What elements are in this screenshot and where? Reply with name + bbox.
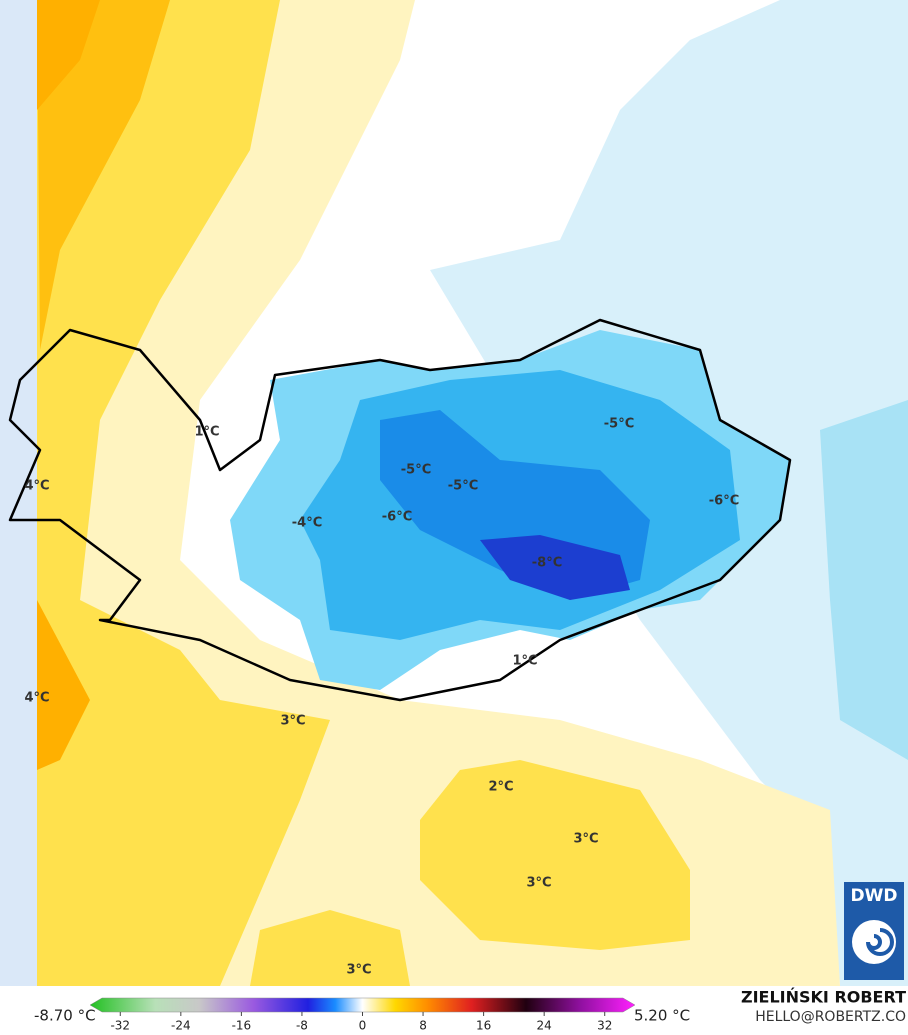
tick-label: 16 [476, 1019, 491, 1033]
logo: DWD [844, 882, 904, 980]
cold-sea-deep [820, 400, 908, 760]
logo-mark [852, 920, 896, 964]
temperature-label: 4°C [24, 691, 49, 706]
temperature-label: -5°C [401, 463, 431, 478]
tick-label: -32 [110, 1019, 130, 1033]
temperature-label: 3°C [346, 963, 371, 978]
contact: HELLO@ROBERTZ.CO [755, 1009, 906, 1025]
warm-patch [250, 910, 410, 986]
iceland-core [480, 535, 630, 600]
temperature-labels: 1°C 4°C -5°C -5°C -5°C -6°C -4°C -6°C -8°C 1°C 4°C… [24, 417, 739, 978]
tick-label: -8 [296, 1019, 308, 1033]
tick-label: 8 [419, 1019, 427, 1033]
temperature-label: -4°C [292, 516, 322, 531]
tick-label: 32 [597, 1019, 612, 1033]
temperature-label: 1°C [194, 425, 219, 440]
warm-patch [420, 760, 690, 950]
colorbar [89, 997, 636, 1013]
coastline [8, 318, 792, 702]
min-label: -8.70 °C [34, 1007, 96, 1025]
edge-strip [0, 0, 37, 986]
tick-label: 0 [359, 1019, 367, 1033]
logo-swirl [866, 928, 894, 956]
temperature-label: -6°C [709, 494, 739, 509]
warm-sea [37, 0, 330, 986]
author: ZIELIŃSKI ROBERT [741, 988, 906, 1007]
temperature-label: 3°C [280, 714, 305, 729]
colorbar-ticks: -32 -24 -16 -8 0 8 16 24 32 [110, 1012, 612, 1033]
temperature-label: 3°C [573, 832, 598, 847]
temperature-label: -5°C [448, 479, 478, 494]
warmest-sea [37, 600, 90, 770]
tick-label: -16 [232, 1019, 252, 1033]
temperature-label: -8°C [532, 556, 562, 571]
logo-text: DWD [851, 886, 898, 906]
tick-label: -24 [171, 1019, 191, 1033]
temperature-label: -6°C [382, 510, 412, 525]
temperature-label: 3°C [526, 876, 551, 891]
temperature-label: 4°C [24, 479, 49, 494]
tick-label: 24 [537, 1019, 552, 1033]
temperature-label: -5°C [604, 417, 634, 432]
warmest-sea [37, 0, 100, 110]
max-label: 5.20 °C [634, 1007, 690, 1025]
warmer-sea [37, 0, 170, 350]
map-area [0, 0, 908, 986]
temperature-label: 2°C [488, 780, 513, 795]
temperature-label: 1°C [512, 654, 537, 669]
